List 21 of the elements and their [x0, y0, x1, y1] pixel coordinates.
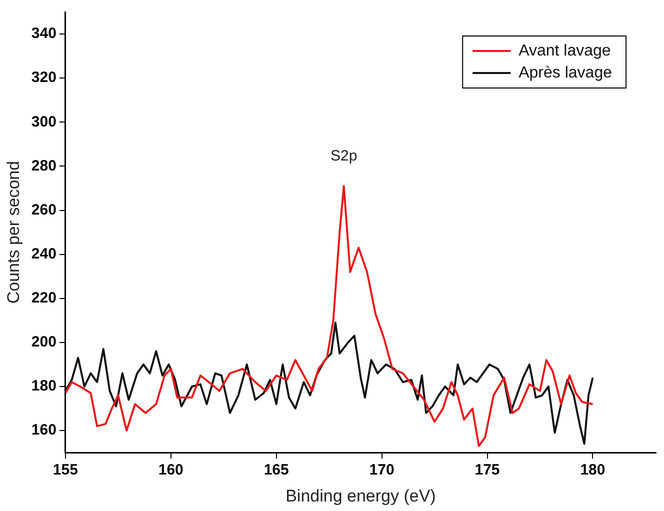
x-axis-title: Binding energy (eV)	[286, 486, 436, 506]
y-tick-label: 320	[31, 69, 56, 86]
x-tick-label: 155	[52, 462, 78, 479]
y-tick-label: 260	[31, 201, 56, 218]
legend-label: Après lavage	[518, 64, 612, 82]
y-tick-label: 220	[31, 290, 56, 307]
x-tick-label: 175	[474, 462, 500, 479]
y-tick-label: 200	[31, 334, 56, 351]
y-tick-label: 300	[31, 113, 56, 130]
y-tick-label: 240	[31, 245, 56, 262]
x-tick-label: 180	[580, 462, 606, 479]
y-axis-title: Counts per second	[4, 160, 23, 304]
y-tick-label: 160	[31, 422, 56, 439]
x-tick-label: 170	[369, 462, 394, 479]
x-tick-label: 160	[158, 462, 184, 479]
legend-label: Avant lavage	[518, 42, 611, 60]
x-tick-label: 165	[264, 462, 289, 479]
annotation: S2p	[330, 148, 358, 165]
y-tick-label: 280	[31, 157, 56, 174]
y-tick-label: 180	[31, 378, 56, 395]
y-tick-label: 340	[31, 25, 56, 42]
